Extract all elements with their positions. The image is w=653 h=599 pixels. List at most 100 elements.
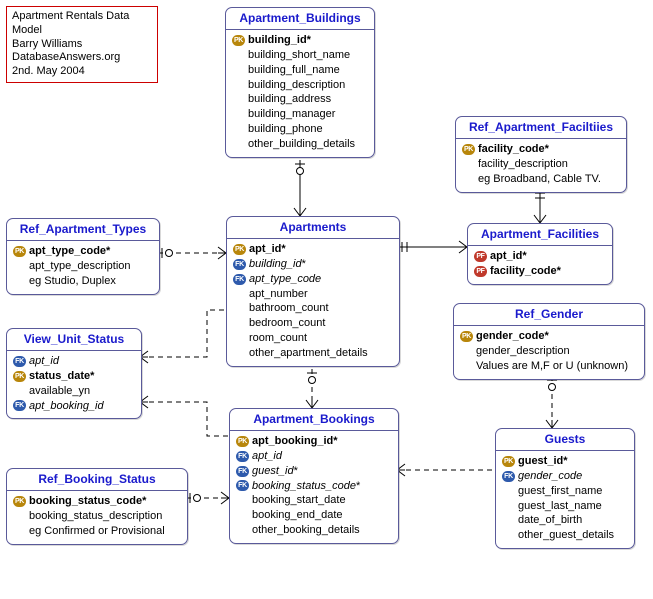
- key-badge-slot: FK: [233, 274, 249, 285]
- entity-ref_gender: Ref_GenderPKgender_code*gender_descripti…: [453, 303, 645, 380]
- attribute-row: booking_start_date: [236, 493, 392, 508]
- entity-body: PKapt_id*FKbuilding_id*FKapt_type_codeap…: [227, 239, 399, 366]
- entity-title: Ref_Gender: [454, 304, 644, 326]
- attribute-row: room_count: [233, 331, 393, 346]
- attribute-label: gender_description: [476, 344, 570, 359]
- required-star-icon: *: [557, 264, 561, 279]
- key-badge-slot: PK: [13, 246, 29, 257]
- attribute-note: Values are M,F or U (unknown): [476, 359, 628, 374]
- attribute-row: date_of_birth: [502, 513, 628, 528]
- entity-title: Apartment_Bookings: [230, 409, 398, 431]
- required-star-icon: *: [281, 242, 285, 257]
- attribute-label: available_yn: [29, 384, 90, 399]
- attribute-label: building_id: [249, 257, 302, 272]
- attribute-row: guest_last_name: [502, 499, 628, 514]
- attribute-note: eg Broadband, Cable TV.: [478, 172, 601, 187]
- attribute-row: apt_number: [233, 287, 393, 302]
- entity-ref_apartment_types: Ref_Apartment_TypesPKapt_type_code*apt_t…: [6, 218, 160, 295]
- edge-apartments-apartment-bookings: [306, 369, 318, 408]
- entity-ref_booking_status: Ref_Booking_StatusPKbooking_status_code*…: [6, 468, 188, 545]
- attribute-row: PFfacility_code*: [474, 264, 606, 279]
- required-star-icon: *: [307, 33, 311, 48]
- fk-badge-icon: FK: [233, 259, 246, 270]
- fk-badge-icon: FK: [236, 466, 249, 477]
- attribute-row: guest_first_name: [502, 484, 628, 499]
- fk-badge-icon: FK: [13, 400, 26, 411]
- attribute-row: gender_description: [460, 344, 638, 359]
- attribute-label: other_guest_details: [518, 528, 614, 543]
- key-badge-slot: PK: [460, 331, 476, 342]
- pk-badge-icon: PK: [233, 244, 246, 255]
- attribute-label: facility_description: [478, 157, 568, 172]
- title-line: DatabaseAnswers.org: [12, 51, 152, 65]
- attribute-row: other_building_details: [232, 137, 368, 152]
- required-star-icon: *: [142, 494, 146, 509]
- key-badge-slot: PK: [462, 144, 478, 155]
- attribute-row: PKapt_id*: [233, 242, 393, 257]
- entity-guests: GuestsPKguest_id*FKgender_codeguest_firs…: [495, 428, 635, 549]
- pk-badge-icon: PK: [460, 331, 473, 342]
- key-badge-slot: FK: [236, 466, 252, 477]
- attribute-row: PKfacility_code*: [462, 142, 620, 157]
- fk-badge-icon: FK: [502, 471, 515, 482]
- entity-title: Ref_Booking_Status: [7, 469, 187, 491]
- fk-badge-icon: FK: [236, 451, 249, 462]
- attribute-row: building_phone: [232, 122, 368, 137]
- edge-bookings-view-unit-status: [140, 396, 244, 441]
- attribute-row: PFapt_id*: [474, 249, 606, 264]
- attribute-label: bedroom_count: [249, 316, 325, 331]
- key-badge-slot: PK: [233, 244, 249, 255]
- attribute-label: guest_last_name: [518, 499, 602, 514]
- attribute-row: Values are M,F or U (unknown): [460, 359, 638, 374]
- required-star-icon: *: [106, 244, 110, 259]
- attribute-row: other_guest_details: [502, 528, 628, 543]
- required-star-icon: *: [90, 369, 94, 384]
- attribute-label: apt_number: [249, 287, 308, 302]
- attribute-label: apt_type_code: [249, 272, 321, 287]
- attribute-row: eg Broadband, Cable TV.: [462, 172, 620, 187]
- edge-ref-booking-status-bookings: [186, 492, 229, 504]
- attribute-row: booking_status_description: [13, 509, 181, 524]
- attribute-label: apt_type_code: [29, 244, 106, 259]
- attribute-label: booking_status_code: [252, 479, 356, 494]
- attribute-row: building_address: [232, 92, 368, 107]
- key-badge-slot: PK: [232, 35, 248, 46]
- attribute-row: PKbooking_status_code*: [13, 494, 181, 509]
- pk-badge-icon: PK: [13, 496, 26, 507]
- entity-apartment_bookings: Apartment_BookingsPKapt_booking_id*FKapt…: [229, 408, 399, 544]
- attribute-label: status_date: [29, 369, 90, 384]
- entity-body: PKbooking_status_code*booking_status_des…: [7, 491, 187, 544]
- entity-apartments: Apartments PKapt_id* FKbuilding_id* FKapt_t…: [226, 216, 400, 367]
- entity-body: PKapt_booking_id*FKapt_idFKguest_id*FKbo…: [230, 431, 398, 543]
- attribute-label: other_booking_details: [252, 523, 360, 538]
- required-star-icon: *: [544, 329, 548, 344]
- attribute-label: apt_id: [490, 249, 522, 264]
- attribute-label: guest_id: [518, 454, 563, 469]
- attribute-label: apt_id: [29, 354, 59, 369]
- required-star-icon: *: [563, 454, 567, 469]
- required-star-icon: *: [294, 464, 298, 479]
- attribute-row: FKapt_type_code: [233, 272, 393, 287]
- attribute-label: building_description: [248, 78, 345, 93]
- attribute-row: PKapt_booking_id*: [236, 434, 392, 449]
- entity-body: PKapt_type_code*apt_type_descriptioneg S…: [7, 241, 159, 294]
- entity-body: PKbuilding_id*building_short_namebuildin…: [226, 30, 374, 157]
- attribute-row: bathroom_count: [233, 301, 393, 316]
- attribute-label: apt_booking_id: [252, 434, 333, 449]
- attribute-label: booking_end_date: [252, 508, 343, 523]
- attribute-label: apt_id: [249, 242, 281, 257]
- pk-badge-icon: PK: [502, 456, 515, 467]
- entity-view_unit_status: View_Unit_StatusFKapt_idPKstatus_date*av…: [6, 328, 142, 419]
- attribute-label: building_manager: [248, 107, 335, 122]
- pk-badge-icon: PK: [13, 246, 26, 257]
- entity-title: Apartments: [227, 217, 399, 239]
- pk-badge-icon: PK: [232, 35, 245, 46]
- diagram-title-box: Apartment Rentals Data ModelBarry Willia…: [6, 6, 158, 83]
- edge-ref-facilities-apartment-facilities: [534, 189, 546, 223]
- key-badge-slot: FK: [13, 400, 29, 411]
- attribute-row: other_booking_details: [236, 523, 392, 538]
- attribute-label: apt_id: [252, 449, 282, 464]
- attribute-row: other_apartment_details: [233, 346, 393, 361]
- attribute-row: PKbuilding_id*: [232, 33, 368, 48]
- attribute-label: building_id: [248, 33, 307, 48]
